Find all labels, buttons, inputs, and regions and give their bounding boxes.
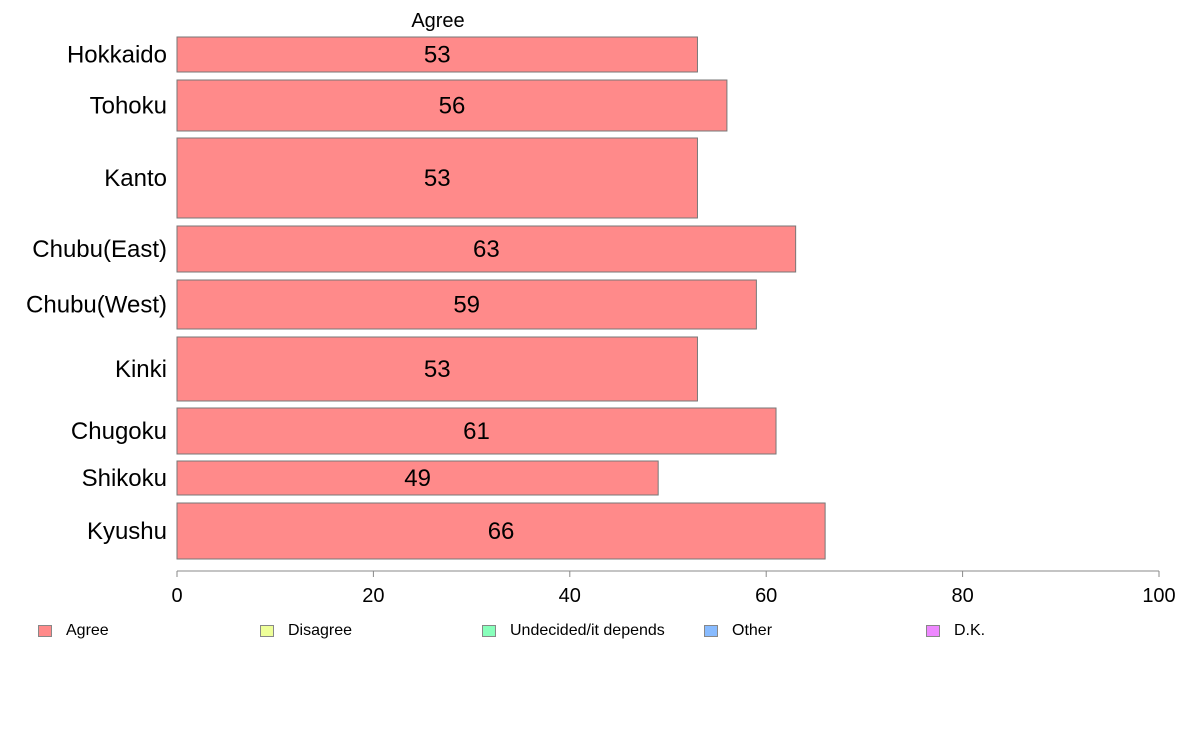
category-label-shikoku: Shikoku xyxy=(82,465,167,492)
legend-item-dk: D.K. xyxy=(926,622,985,640)
data-label-kinki: 53 xyxy=(424,356,451,383)
bar-chart: Agree Hokkaido 53 Tohoku 56 Kanto 53 Chubu(East… xyxy=(26,10,1176,607)
bar-chubu-east xyxy=(176,225,797,273)
data-label-kyushu: 66 xyxy=(488,518,515,545)
bar-chubu-west xyxy=(176,279,757,330)
data-label-chubu-east: 63 xyxy=(473,236,500,263)
category-label-chugoku: Chugoku xyxy=(71,418,167,445)
bar-kyushu xyxy=(176,502,826,560)
bar-kinki xyxy=(176,336,698,402)
category-label-chubu-west: Chubu(West) xyxy=(26,292,167,319)
bar-kanto xyxy=(176,137,698,219)
legend-label-dk: D.K. xyxy=(954,622,986,639)
data-label-chubu-west: 59 xyxy=(453,292,480,319)
category-label-hokkaido: Hokkaido xyxy=(67,42,167,69)
legend-item-agree: Agree xyxy=(38,622,109,640)
x-tick-label-100: 100 xyxy=(1142,585,1175,607)
legend-item-other: Other xyxy=(704,622,772,640)
legend-item-disagree: Disagree xyxy=(260,622,352,640)
x-tick-label-20: 20 xyxy=(362,585,384,607)
data-label-hokkaido: 53 xyxy=(424,42,451,69)
x-tick-label-40: 40 xyxy=(559,585,581,607)
data-label-chugoku: 61 xyxy=(463,418,490,445)
data-label-shikoku: 49 xyxy=(404,465,431,492)
category-label-kinki: Kinki xyxy=(115,356,167,383)
data-label-kanto: 53 xyxy=(424,165,451,192)
legend-item-undecided: Undecided/it depends xyxy=(482,622,665,640)
legend-swatch-dk xyxy=(926,625,940,637)
data-label-tohoku: 56 xyxy=(439,93,466,120)
legend-label-agree: Agree xyxy=(66,622,109,639)
category-label-tohoku: Tohoku xyxy=(90,93,167,120)
legend-swatch-agree xyxy=(38,625,52,637)
legend-swatch-other xyxy=(704,625,718,637)
x-tick-label-80: 80 xyxy=(951,585,973,607)
legend-swatch-disagree xyxy=(260,625,274,637)
legend-label-disagree: Disagree xyxy=(288,622,353,639)
series-title: Agree xyxy=(411,10,464,32)
bar-chugoku xyxy=(176,407,777,455)
legend: Agree Disagree Undecided/it depends Othe… xyxy=(0,622,1188,646)
legend-label-other: Other xyxy=(732,622,773,639)
x-tick-label-0: 0 xyxy=(171,585,182,607)
bar-shikoku xyxy=(176,460,659,496)
x-tick-label-60: 60 xyxy=(755,585,777,607)
category-label-chubu-east: Chubu(East) xyxy=(32,236,167,263)
legend-swatch-undecided xyxy=(482,625,496,637)
bar-tohoku xyxy=(176,79,728,132)
category-label-kanto: Kanto xyxy=(104,165,167,192)
category-label-kyushu: Kyushu xyxy=(87,518,167,545)
legend-label-undecided: Undecided/it depends xyxy=(510,622,665,639)
bar-hokkaido xyxy=(176,36,698,73)
